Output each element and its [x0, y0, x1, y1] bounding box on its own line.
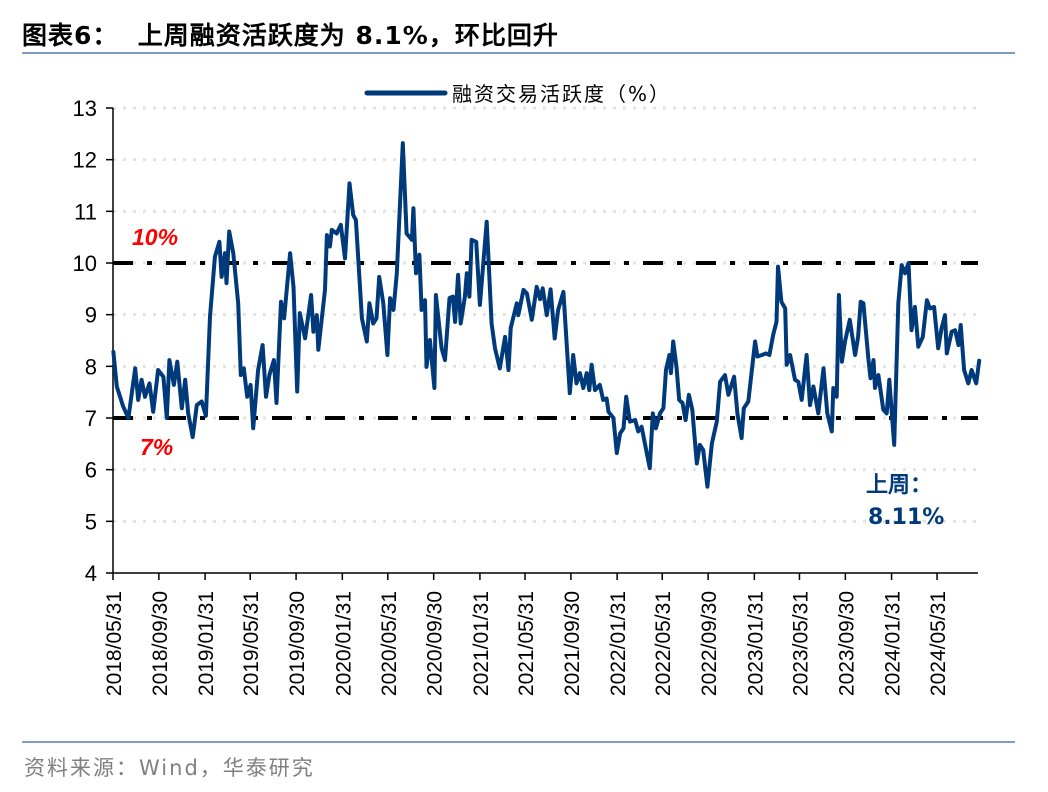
y-tick-labels: 4 5 6 7 8 9 10 11 12 13: [73, 96, 97, 586]
series-line-financing-activity: [111, 141, 982, 489]
x-tick-label: 2022/05/31: [652, 591, 675, 696]
annotation-last-week-label: 上周：: [866, 473, 932, 498]
x-tick-label: 2019/05/31: [240, 591, 263, 696]
legend-label: 融资交易活跃度（%）: [452, 82, 671, 106]
ref-label-7: 7%: [140, 434, 173, 460]
y-tick-label-8: 8: [85, 354, 97, 379]
y-tick-label-7: 7: [85, 406, 97, 431]
source-note: 资料来源：Wind，华泰研究: [24, 756, 315, 780]
x-tick-label: 2020/05/31: [378, 591, 401, 696]
figure-title: 图表6： 上周融资活跃度为 8.1%，环比回升: [22, 21, 559, 50]
x-tick-label: 2022/09/30: [698, 591, 721, 696]
annotation-last-week-value: 8.11%: [868, 505, 944, 530]
footer-rule: [22, 741, 1015, 743]
x-tick-label: 2021/09/30: [561, 591, 584, 696]
x-tick-label: 2018/09/30: [149, 591, 172, 696]
x-tick-label: 2023/01/31: [744, 591, 767, 696]
x-tick-label: 2020/09/30: [424, 591, 447, 696]
x-tick-labels: 2018/05/31 2018/09/30 2019/01/31 2019/05/31…: [103, 591, 950, 696]
y-tick-label-5: 5: [85, 509, 97, 534]
axes: [106, 107, 978, 580]
x-tick-label: 2024/01/31: [882, 591, 905, 696]
x-tick-label: 2022/01/31: [607, 591, 630, 696]
y-tick-label-12: 12: [73, 148, 97, 173]
y-tick-label-11: 11: [74, 199, 97, 224]
reference-lines: [113, 261, 978, 420]
x-tick-label: 2021/01/31: [470, 591, 493, 696]
x-tick-label: 2024/05/31: [927, 591, 950, 696]
x-tick-label: 2019/09/30: [286, 591, 309, 696]
y-tick-label-13: 13: [73, 96, 97, 121]
x-tick-label: 2023/05/31: [789, 591, 812, 696]
y-tick-label-10: 10: [73, 251, 97, 276]
x-tick-label: 2018/05/31: [103, 591, 126, 696]
ref-label-10: 10%: [132, 224, 178, 250]
title-rule: [22, 52, 1015, 54]
x-tick-label: 2023/09/30: [835, 591, 858, 696]
y-tick-label-4: 4: [85, 561, 97, 586]
y-tick-label-9: 9: [85, 303, 97, 328]
y-tick-label-6: 6: [85, 458, 97, 483]
series-group: [111, 141, 982, 489]
x-tick-label: 2019/01/31: [195, 591, 218, 696]
x-tick-label: 2021/05/31: [515, 591, 538, 696]
x-tick-label: 2020/01/31: [332, 591, 355, 696]
